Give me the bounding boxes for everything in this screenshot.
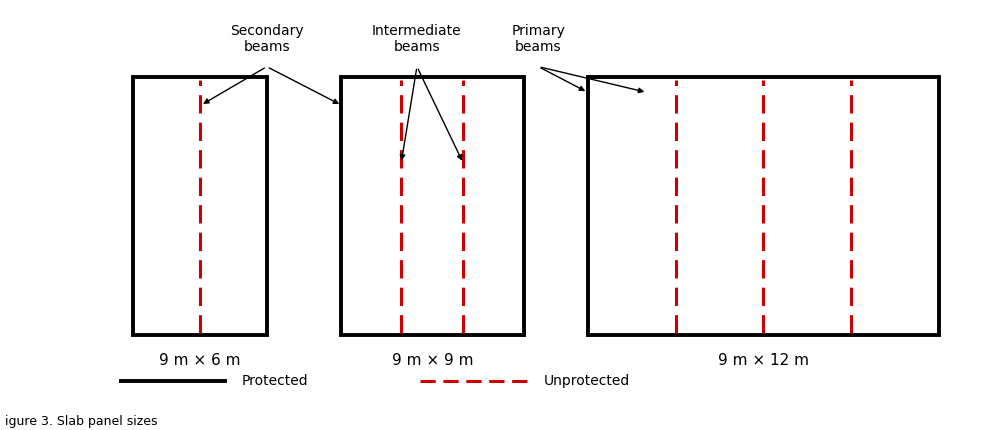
Text: 9 m × 12 m: 9 m × 12 m <box>717 353 809 368</box>
Text: igure 3. Slab panel sizes: igure 3. Slab panel sizes <box>5 415 157 428</box>
Bar <box>133 77 267 335</box>
Text: Intermediate
beams: Intermediate beams <box>372 24 461 54</box>
Text: 9 m × 9 m: 9 m × 9 m <box>391 353 473 368</box>
Text: Protected: Protected <box>242 374 308 387</box>
Text: Unprotected: Unprotected <box>543 374 629 387</box>
Text: 9 m × 6 m: 9 m × 6 m <box>159 353 241 368</box>
Bar <box>588 77 939 335</box>
Bar <box>341 77 524 335</box>
Text: Primary
beams: Primary beams <box>512 24 565 54</box>
Text: Secondary
beams: Secondary beams <box>230 24 303 54</box>
